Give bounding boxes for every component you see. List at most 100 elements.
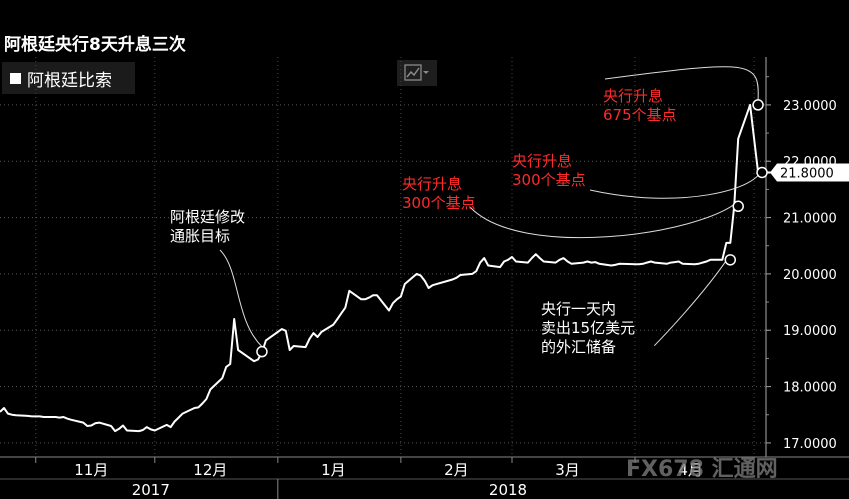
- data-point: [555, 262, 557, 264]
- data-point: [15, 415, 17, 417]
- data-point: [456, 277, 458, 279]
- data-point: [257, 359, 259, 361]
- annotation-marker: [724, 254, 737, 266]
- annotation-marker: [756, 166, 768, 179]
- y-tick-label: 21.0000: [783, 212, 837, 227]
- annotation-leader: [604, 66, 759, 100]
- data-point: [432, 284, 434, 286]
- annotation-text: 央行升息: [512, 152, 572, 170]
- data-point: [87, 425, 89, 427]
- data-point: [138, 430, 140, 432]
- data-point: [154, 430, 156, 432]
- annotation-markers: [256, 99, 768, 358]
- data-point: [372, 295, 374, 297]
- data-point: [678, 261, 680, 263]
- data-point: [583, 262, 585, 264]
- data-point: [416, 273, 418, 275]
- data-point: [122, 425, 124, 427]
- y-tick-label: 23.0000: [783, 99, 837, 114]
- data-point: [511, 256, 513, 258]
- data-point: [507, 259, 509, 261]
- data-point: [31, 416, 33, 418]
- last-value-tag: [770, 163, 849, 182]
- last-value-label: 21.8000: [780, 166, 834, 181]
- data-point: [237, 349, 239, 351]
- data-point: [392, 302, 394, 304]
- data-point: [206, 398, 208, 400]
- x-month-label: 4月: [678, 461, 703, 479]
- data-point: [475, 270, 477, 272]
- data-point: [7, 413, 9, 415]
- data-point: [59, 417, 61, 419]
- data-point: [174, 421, 176, 423]
- data-point: [729, 242, 731, 244]
- annotation-leader: [469, 200, 739, 239]
- data-point: [118, 428, 120, 430]
- annotation-text: 央行一天内: [541, 300, 616, 318]
- data-point: [293, 345, 295, 347]
- data-point: [543, 261, 545, 263]
- data-point: [150, 429, 152, 431]
- data-point: [460, 274, 462, 276]
- data-point: [27, 415, 29, 417]
- data-point: [83, 422, 85, 424]
- data-point: [595, 261, 597, 263]
- annotation-text: 通胀目标: [170, 227, 230, 245]
- data-point: [666, 263, 668, 265]
- data-point: [344, 307, 346, 309]
- data-point: [698, 263, 700, 265]
- y-tick-label: 18.0000: [783, 381, 837, 396]
- data-point: [225, 366, 227, 368]
- data-point: [749, 104, 751, 106]
- data-point: [539, 257, 541, 259]
- chart-title: 阿根廷央行8天升息三次: [4, 35, 186, 55]
- data-point: [90, 425, 92, 427]
- data-point: [642, 263, 644, 265]
- annotation-leaders: [219, 66, 763, 348]
- x-year-label: 2017: [132, 481, 170, 499]
- chart-type-line-icon: [404, 64, 429, 81]
- data-point: [710, 259, 712, 261]
- data-point: [515, 261, 517, 263]
- data-point: [321, 331, 323, 333]
- data-point: [110, 425, 112, 427]
- chart-type-button[interactable]: [397, 60, 437, 86]
- data-point: [674, 261, 676, 263]
- legend-swatch: [10, 72, 21, 84]
- data-point: [210, 389, 212, 391]
- data-point: [396, 298, 398, 300]
- legend[interactable]: 阿根廷比索: [2, 62, 135, 94]
- x-month-label: 3月: [555, 461, 580, 479]
- data-point: [229, 363, 231, 365]
- data-point: [114, 430, 116, 432]
- data-point: [67, 418, 69, 420]
- data-point: [11, 414, 13, 416]
- data-point: [610, 265, 612, 267]
- annotation-labels: 阿根廷修改通胀目标央行升息300个基点央行升息300个基点央行升息675个基点央…: [170, 87, 677, 356]
- data-point: [726, 242, 728, 244]
- data-point: [337, 318, 339, 320]
- annotation-marker: [752, 99, 764, 111]
- data-point: [694, 264, 696, 266]
- data-point: [360, 298, 362, 300]
- data-point: [503, 261, 505, 263]
- data-point: [285, 330, 287, 332]
- data-point: [202, 403, 204, 405]
- data-point: [305, 346, 307, 348]
- data-point: [198, 407, 200, 409]
- data-point: [479, 262, 481, 264]
- data-point: [638, 264, 640, 266]
- data-point: [348, 290, 350, 292]
- data-point: [43, 416, 45, 418]
- data-point: [706, 261, 708, 263]
- data-point: [483, 257, 485, 259]
- data-point: [424, 280, 426, 282]
- data-point: [472, 273, 474, 275]
- annotation-text: 的外汇储备: [541, 338, 616, 356]
- data-point: [182, 413, 184, 415]
- annotation-text: 300个基点: [512, 171, 586, 189]
- data-point: [670, 262, 672, 264]
- data-point: [341, 313, 343, 315]
- data-point: [368, 297, 370, 299]
- data-point: [535, 253, 537, 255]
